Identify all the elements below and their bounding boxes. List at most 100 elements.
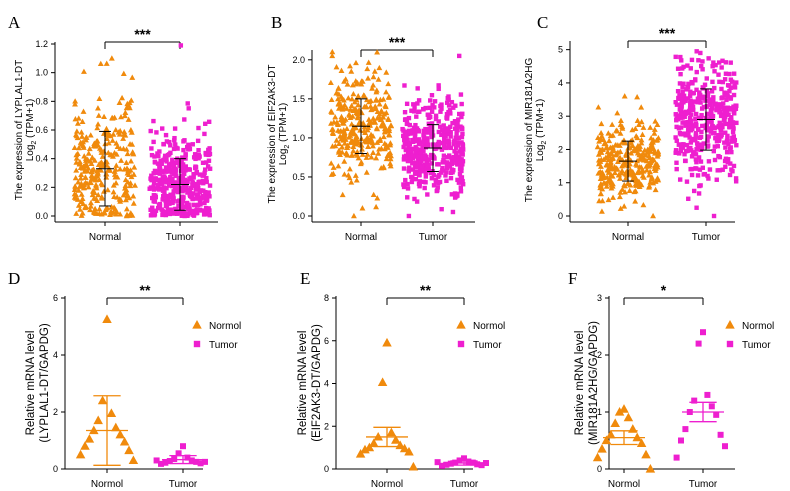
data-point: [178, 43, 184, 48]
data-point: [202, 200, 207, 206]
data-point: [454, 161, 460, 166]
data-point: [688, 100, 693, 106]
data-point: [594, 143, 601, 150]
data-point: [83, 134, 90, 140]
data-point: [167, 209, 172, 214]
data-point: [674, 102, 680, 107]
data-point: [341, 158, 348, 164]
data-point: [443, 173, 448, 178]
data-point: [722, 77, 728, 82]
data-point: [364, 127, 371, 133]
data-point: [673, 112, 678, 117]
data-point: [353, 59, 359, 66]
data-point: [446, 94, 451, 99]
data-point: [79, 118, 86, 124]
data-point: [160, 169, 165, 175]
data-point: [347, 63, 353, 69]
data-point: [406, 169, 411, 174]
data-point: [178, 168, 184, 174]
data-point: [441, 140, 447, 146]
data-point: [448, 145, 454, 151]
data-point: [417, 182, 422, 187]
data-point: [95, 191, 102, 198]
data-point: [693, 116, 698, 122]
y-tick-label: 2: [597, 350, 602, 360]
data-point: [415, 154, 421, 160]
data-point: [413, 176, 419, 182]
data-point: [367, 103, 374, 109]
data-point: [355, 101, 362, 108]
data-point: [432, 99, 438, 104]
data-point: [87, 199, 94, 206]
data-point: [687, 93, 693, 99]
error-bar: [366, 426, 408, 448]
data-point: [674, 166, 679, 172]
y-tick-label: 0.5: [292, 172, 305, 182]
data-point: [460, 126, 465, 132]
data-point: [181, 204, 186, 210]
error-bar: [86, 395, 128, 466]
data-point: [682, 151, 687, 157]
data-point: [187, 176, 192, 181]
data-point: [705, 91, 711, 96]
data-point: [425, 127, 431, 132]
data-point: [174, 211, 180, 216]
data-point: [109, 137, 116, 143]
data-point: [451, 139, 457, 145]
data-point: [610, 418, 620, 427]
data-point: [348, 68, 355, 74]
data-point: [161, 186, 166, 192]
data-point: [433, 116, 439, 122]
data-point: [705, 111, 710, 117]
legend-label-tumor: Tumor: [473, 340, 502, 351]
data-point: [200, 178, 206, 184]
y-axis-label-unit: Log2 (TPM+1): [278, 103, 291, 166]
data-point: [411, 109, 417, 114]
data-point: [414, 114, 419, 119]
data-point: [415, 101, 420, 106]
data-point: [80, 441, 90, 450]
data-point: [203, 191, 209, 197]
y-tick-label: 0.6: [35, 125, 48, 135]
data-point: [460, 147, 466, 152]
data-point: [407, 146, 413, 151]
data-point: [184, 144, 190, 150]
data-point: [170, 176, 175, 181]
data-point: [699, 113, 704, 118]
data-point: [365, 116, 372, 122]
panel-label: D: [8, 269, 20, 288]
data-point: [335, 84, 342, 91]
data-point: [455, 177, 460, 183]
data-point: [598, 208, 605, 214]
data-point: [691, 124, 697, 129]
panel-a: A 0.0 0.2 0.4 0.6 0.8 1.0 1.2 Normal Tumor The exp…: [8, 13, 218, 243]
data-point: [439, 462, 445, 469]
data-point: [446, 97, 451, 102]
x-tick-label-tumor: Tumor: [689, 479, 718, 490]
data-point: [617, 189, 624, 195]
data-point: [678, 131, 683, 137]
data-point: [424, 136, 430, 141]
data-point: [455, 127, 460, 133]
data-point: [699, 129, 704, 135]
data-point: [350, 147, 357, 154]
legend-marker-tumor: [457, 340, 465, 348]
data-point: [75, 202, 82, 208]
data-point: [648, 174, 655, 180]
legend-label-normol: Normol: [742, 321, 774, 332]
series-tumor: [153, 443, 208, 467]
data-point: [75, 179, 82, 185]
data-point: [205, 164, 211, 169]
data-point: [708, 108, 714, 113]
data-point: [364, 151, 371, 157]
data-point: [121, 128, 128, 135]
data-point: [329, 129, 336, 136]
x-tick-label-normal: Normal: [345, 232, 377, 243]
data-point: [713, 101, 718, 106]
data-point: [86, 145, 93, 152]
data-point: [151, 180, 157, 185]
data-point: [711, 213, 717, 219]
data-point: [401, 133, 406, 139]
data-point: [373, 96, 380, 102]
data-point: [340, 120, 347, 126]
